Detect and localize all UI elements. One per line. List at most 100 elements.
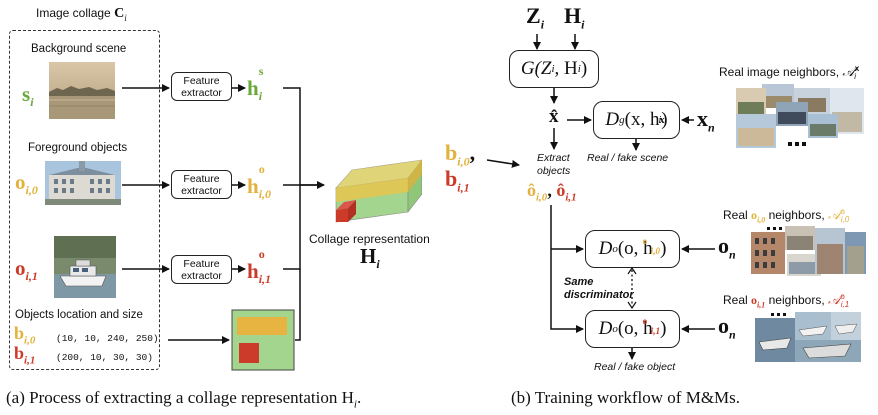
- h-object1-variable: h o i,1: [247, 247, 272, 287]
- feature-extractor-object0-text: Feature extractor: [181, 172, 222, 197]
- Z-variable: Zi: [526, 3, 544, 32]
- boat-neighbors-photos: [755, 312, 861, 362]
- Hi-letter: H: [564, 3, 582, 28]
- scene-disc-sub: i: [658, 114, 662, 126]
- obj-disc1-mid: (o, h: [617, 318, 653, 339]
- H-variable: Hi: [360, 244, 380, 272]
- extract-objects-label: Extract objects: [537, 152, 597, 178]
- foreground-building-photo: [45, 161, 121, 205]
- left-caption-end: .: [356, 388, 362, 407]
- scene-neighbors-photos: [736, 84, 864, 150]
- collage-symbol-letter: C: [114, 6, 125, 21]
- obj-disc0-end: ): [660, 238, 667, 259]
- scene-disc-end: ): [661, 109, 668, 130]
- collage-symbol-sub: i: [124, 12, 127, 23]
- left-caption: (a) Process of extracting a collage repr…: [6, 388, 361, 410]
- obj-disc0-D: D: [598, 238, 613, 259]
- h-object1-sub: i,1: [258, 272, 272, 287]
- obj-disc0-hsup-group: o i,0: [643, 236, 660, 256]
- generator-end: ): [580, 58, 588, 79]
- collage-title: Image collage Ci: [36, 6, 127, 23]
- real-o1-sub: i,1: [757, 300, 766, 310]
- generator-sub2: i: [577, 63, 581, 75]
- left-caption-text: (a) Process of extracting a collage repr…: [6, 388, 354, 407]
- left-caption-sub: i: [353, 398, 357, 411]
- h-scene-sub: i: [258, 89, 263, 104]
- real-o0-letter: o: [751, 208, 758, 222]
- ohat1: ôi,1: [556, 180, 576, 204]
- scene-disc-sup: g: [619, 114, 625, 126]
- right-b0-variable: bi,0,: [445, 140, 475, 169]
- collage-representation-tensor: [335, 159, 422, 223]
- b1-letter: b: [14, 343, 25, 363]
- b0-values: (10, 10, 240, 250): [56, 333, 159, 344]
- obj-disc1-sub: i,1: [650, 326, 661, 337]
- location-map: [231, 309, 295, 371]
- H-letter: H: [360, 244, 377, 268]
- obj-disc1-end: ): [660, 318, 667, 339]
- real-fake-object-label: Real / fake object: [594, 361, 676, 373]
- extract-objects-text: Extract objects: [537, 152, 571, 177]
- scene-disc-hsup: x: [659, 114, 665, 126]
- real-o1-var: oi,1: [751, 293, 766, 310]
- ellipsis-icon: [788, 142, 806, 146]
- obj-disc1-hsup-group: o i,1: [643, 316, 661, 337]
- h-scene-letter: h: [247, 76, 259, 100]
- on0-sub: n: [729, 247, 736, 262]
- obj-disc1-hsup: o: [642, 315, 648, 326]
- right-b1-sub: i,1: [457, 180, 470, 195]
- real-o0-var: oi,0: [751, 208, 766, 225]
- on-variable-1: on: [718, 313, 736, 342]
- right-b1-variable: bi,1: [445, 166, 470, 195]
- xn-sub: n: [708, 120, 715, 135]
- ohat-pair: ôi,0, ôi,1: [527, 180, 577, 204]
- right-caption: (b) Training workflow of M&Ms.: [511, 388, 741, 407]
- b1-sub: i,1: [24, 354, 36, 367]
- real-o1-neighbors-word: neighbors,: [768, 293, 825, 307]
- feature-extractor-scene-text: Feature extractor: [181, 74, 222, 99]
- right-b0-letter: b: [445, 140, 458, 165]
- ellipsis-icon: [771, 313, 786, 316]
- right-b0-comma: ,: [469, 140, 476, 165]
- building-neighbors-photos: [751, 226, 866, 276]
- h-object0-variable: h o i,0: [247, 162, 272, 202]
- real-image-neighbors-sup: x: [854, 64, 860, 73]
- background-scene-label: Background scene: [31, 43, 127, 55]
- h-object1-sup: o: [258, 247, 265, 261]
- real-o0-sub: i,0: [757, 215, 766, 225]
- ohat1-sub: i,1: [565, 191, 577, 204]
- arrow-icon: [627, 301, 637, 310]
- xn-letter: x: [697, 106, 708, 131]
- xhat-variable: x̂: [549, 106, 559, 127]
- generator-G: G(Z: [521, 58, 552, 80]
- o0-letter: o: [15, 170, 26, 194]
- foreground-objects-label: Foreground objects: [28, 142, 128, 154]
- scene-disc-mid: (x, h: [624, 109, 660, 130]
- merge-line: [295, 269, 301, 341]
- collage-representation-label: Collage representation: [309, 232, 430, 246]
- s-letter: s: [22, 82, 31, 106]
- real-o0-calA: 𝒜: [828, 207, 841, 222]
- same-discriminator-label: Same discriminator: [564, 276, 634, 302]
- b1-variable: bi,1: [14, 343, 35, 367]
- real-image-neighbors-text: Real image neighbors,: [719, 65, 840, 79]
- location-size-label: Objects location and size: [15, 309, 143, 321]
- Z-sub: i: [540, 17, 545, 32]
- real-image-neighbors-label: Real image neighbors, 𝒜xi: [719, 64, 860, 82]
- h-object0-sub: i,0: [258, 187, 272, 202]
- real-image-neighbors-sub: i: [854, 72, 856, 82]
- Z-letter: Z: [526, 3, 541, 28]
- real-o1-neighbors-label: Real oi,1 neighbors, 𝒜oi,1: [723, 292, 849, 309]
- o1-letter: o: [15, 256, 26, 280]
- right-b1-letter: b: [445, 166, 458, 191]
- on1-letter: o: [718, 313, 729, 338]
- o1-variable: oi,1: [15, 256, 38, 284]
- o0-variable: oi,0: [15, 170, 38, 198]
- boat-photo: [54, 236, 116, 298]
- feature-extractor-object1-text: Feature extractor: [181, 257, 222, 282]
- ohat-comma: ,: [547, 180, 552, 200]
- real-o1-calA-sub: i,1: [840, 300, 850, 310]
